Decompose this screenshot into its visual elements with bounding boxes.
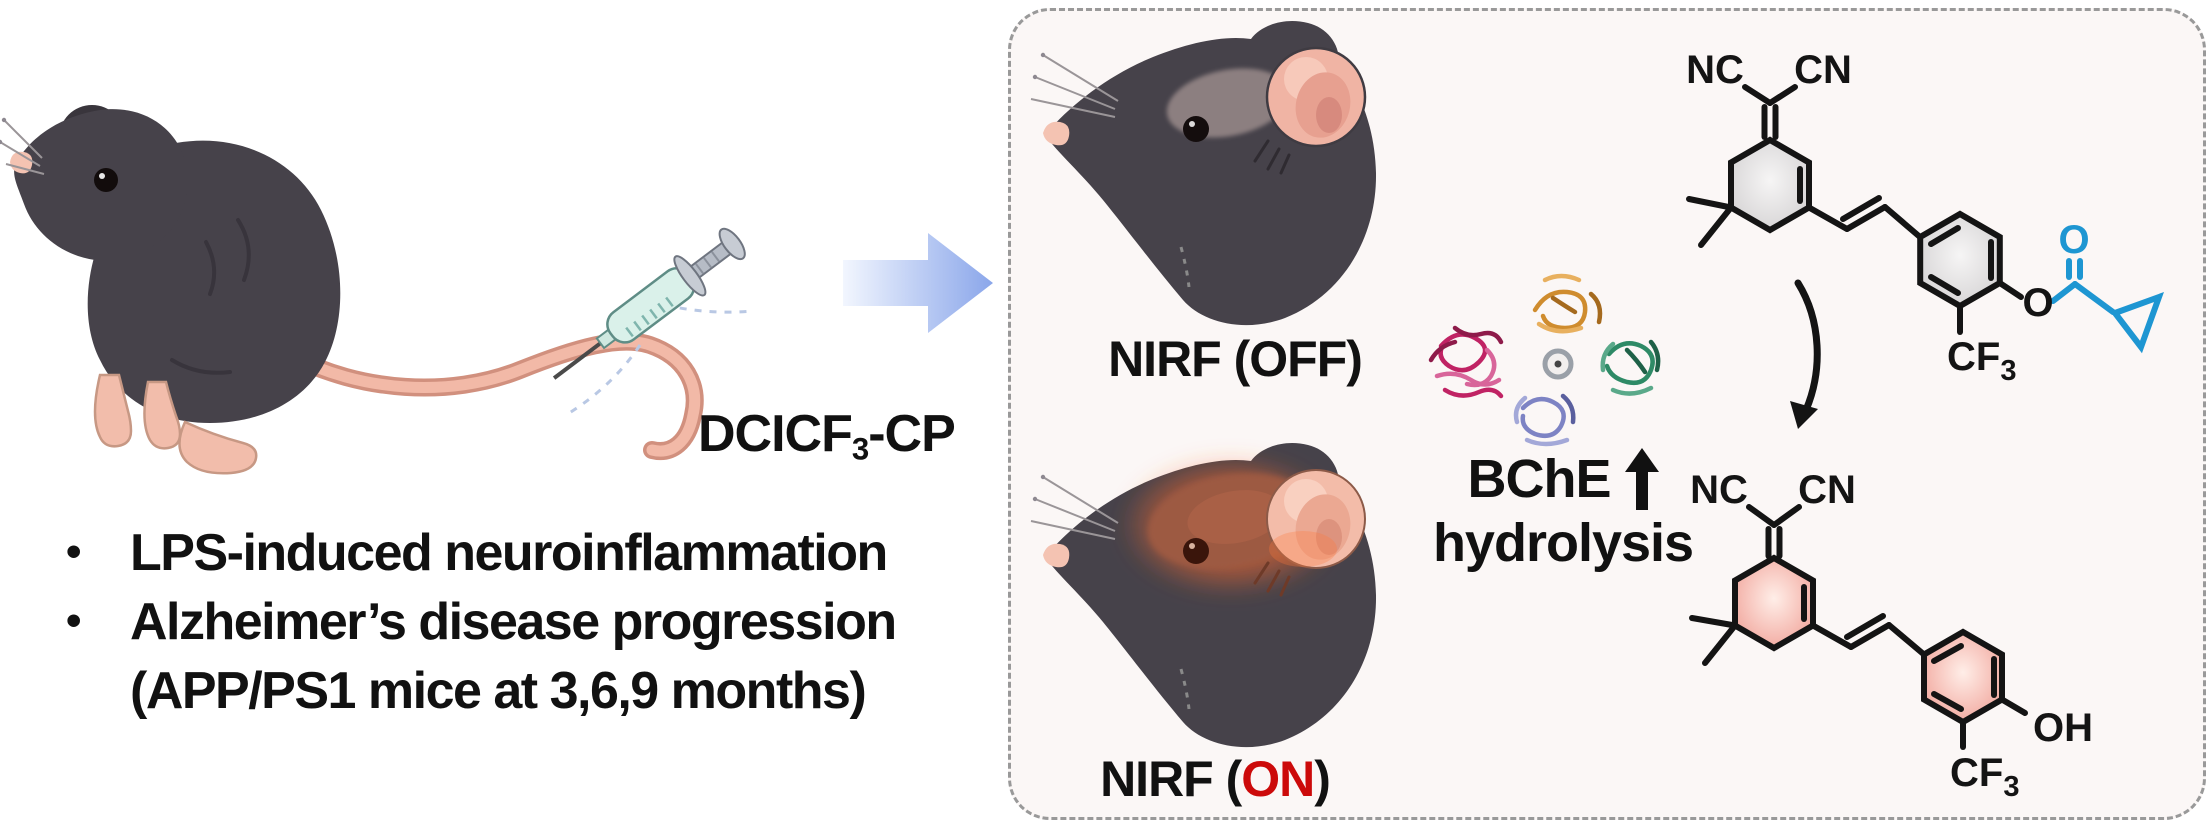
compound-subscript: 3 [851,431,869,467]
enzyme-caption: BChE hydrolysis [1408,448,1718,574]
ear-fur [1253,561,1291,597]
eye-highlight [1189,543,1195,549]
bche-protein-structure-icon [1428,273,1661,447]
syringe-icon [552,227,746,380]
mouse-head-nirf-off-icon [1030,20,1377,326]
whiskers [0,117,45,175]
chin-dash [1179,668,1191,710]
cf3-label: CF3 [1950,751,2019,803]
bullet-list: • LPS-induced neuroinflammation • Alzhei… [58,522,998,729]
compound-name: DCICF [698,405,853,463]
nirf-off-label: NIRF (OFF) [1055,330,1415,388]
nirf-off-state: OFF [1249,331,1347,387]
whiskers [1030,52,1119,118]
protein-central-dot [1554,360,1562,368]
cf3-label: CF3 [1947,335,2016,387]
hydrolysis-label: hydrolysis [1432,513,1694,573]
nirf-off-suffix: ) [1346,331,1363,387]
probe-structure: NC CN O O CF3 [1686,48,2164,429]
bullet-ad-text: Alzheimer’s disease progression [130,593,897,651]
bullet-lps-text: LPS-induced neuroinflammation [130,524,888,582]
list-item-continuation: (APP/PS1 mice at 3,6,9 months) [58,660,998,729]
nirf-on-suffix: ) [1314,751,1331,807]
protein-subunit-green [1600,339,1661,396]
nirf-on-prefix: NIRF ( [1100,751,1242,807]
mouse-with-syringe-illustration [0,105,754,475]
product-structure: NC CN OH CF3 [1689,468,2093,803]
protein-subunit-magenta [1428,325,1504,399]
fur-strokes [170,218,251,375]
cn-label: CN [1794,48,1852,92]
nirf-off-prefix: NIRF ( [1108,331,1250,387]
eye-highlight [1189,121,1195,127]
eye [1183,538,1209,564]
nc-label: NC [1690,468,1748,512]
hydrolysis-curved-arrow-icon [1790,279,1821,429]
bche-up-arrow-icon [1624,448,1659,510]
nc-label: NC [1686,48,1744,92]
flow-arrow-icon [843,233,993,333]
mouse-eye [94,168,118,192]
chin-dash [1179,246,1191,288]
mouse-tail [281,332,704,460]
ear [1266,469,1366,569]
carbonyl-o-label: O [2058,218,2089,262]
bche-label: BChE [1467,449,1612,509]
protein-subunit-purple [1513,393,1576,447]
protein-subunit-orange [1532,273,1603,334]
list-item: • Alzheimer’s disease progression [58,591,998,660]
ear [1265,46,1367,148]
whiskers [1030,474,1119,540]
nose [1043,121,1070,146]
bullet-icon: • [66,596,82,645]
ester-o-label: O [2022,281,2053,325]
mouse-head-nirf-on-icon [1030,442,1377,748]
compound-suffix: -CP [868,405,956,463]
compound-label: DCICF3-CP [698,404,956,468]
motion-dashes [565,303,754,417]
mouse-paws [93,373,258,475]
fluorescent-patch-core [1187,490,1283,544]
eye [1183,116,1209,142]
nirf-on-label: NIRF (ON) [1035,750,1395,808]
nose [1043,543,1070,568]
list-item: • LPS-induced neuroinflammation [58,522,998,591]
nirf-on-state: ON [1241,751,1315,807]
cyclopropanoyl-group [2050,258,2164,354]
cn-label: CN [1798,468,1856,512]
eye-highlight [99,173,105,179]
oh-label: OH [2033,706,2093,750]
ear-fur [1253,139,1291,175]
bullet-ad-text-line2: (APP/PS1 mice at 3,6,9 months) [130,662,867,720]
bullet-icon: • [66,527,82,576]
